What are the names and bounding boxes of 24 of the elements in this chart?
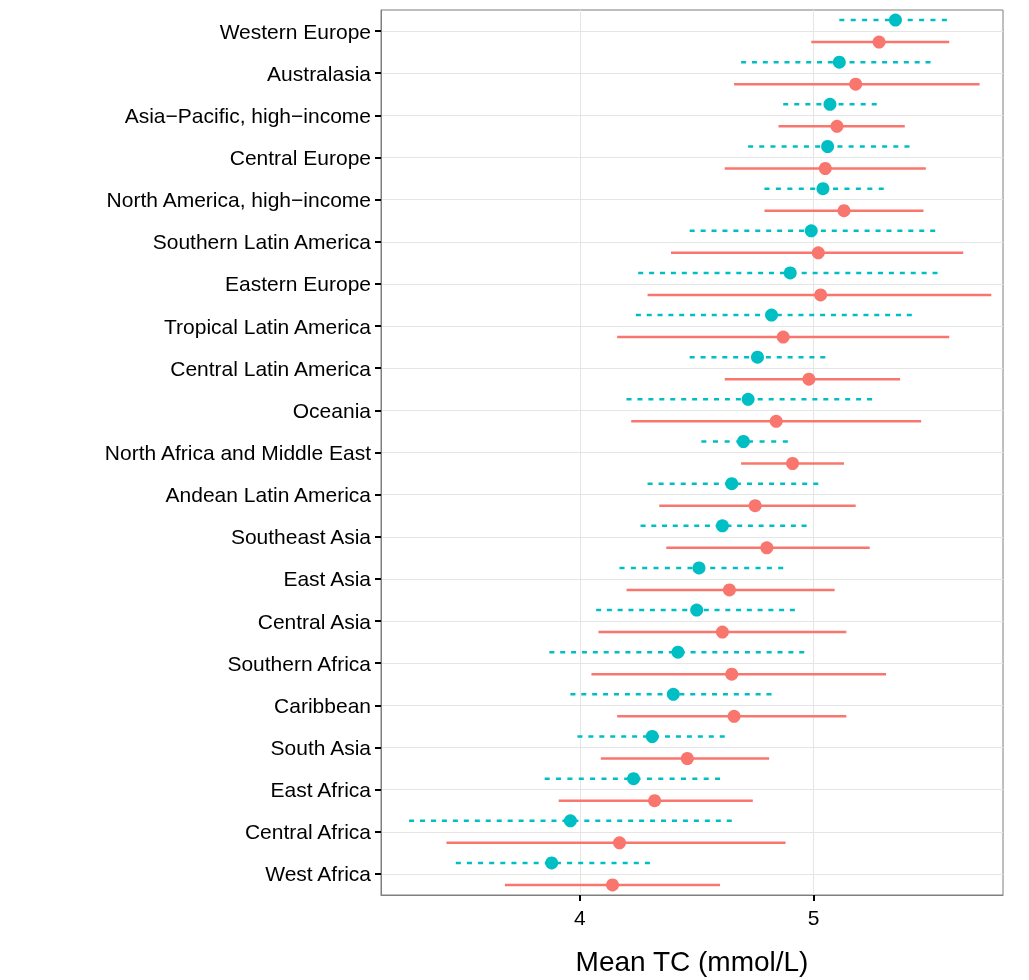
y-tick-label: Western Europe xyxy=(219,19,371,43)
y-tick-label: East Africa xyxy=(270,778,372,802)
y-tick-label: Tropical Latin America xyxy=(164,314,372,338)
y-tick-label: Oceania xyxy=(292,398,372,422)
y-tick-label: South Asia xyxy=(270,736,372,759)
y-tick-label: North Africa and Middle East xyxy=(104,441,372,464)
x-tick-label: 4 xyxy=(573,906,586,929)
y-tick-label: Southeast Asia xyxy=(230,525,372,549)
y-tick-label: Caribbean xyxy=(274,693,371,717)
y-tick-label: Central Africa xyxy=(244,820,372,844)
x-tick-label: 5 xyxy=(807,906,820,929)
x-axis-title: Mean TC (mmol/L) xyxy=(575,945,809,977)
y-tick-label: Andean Latin America xyxy=(165,483,372,507)
y-tick-label: Eastern Europe xyxy=(225,272,371,296)
y-tick-label: Central Latin America xyxy=(170,356,372,380)
y-tick-label: Asia−Pacific, high−income xyxy=(124,103,371,127)
y-tick-label: Central Asia xyxy=(257,609,372,633)
y-tick-label: North America, high−income xyxy=(106,188,371,212)
y-tick-label: Southern Africa xyxy=(227,651,372,675)
y-tick-label: Southern Latin America xyxy=(152,230,372,254)
y-tick-label: Central Europe xyxy=(229,146,371,169)
y-tick-label: East Asia xyxy=(283,567,372,591)
y-tick-label: Australasia xyxy=(267,61,372,85)
y-tick-label: West Africa xyxy=(265,862,372,886)
